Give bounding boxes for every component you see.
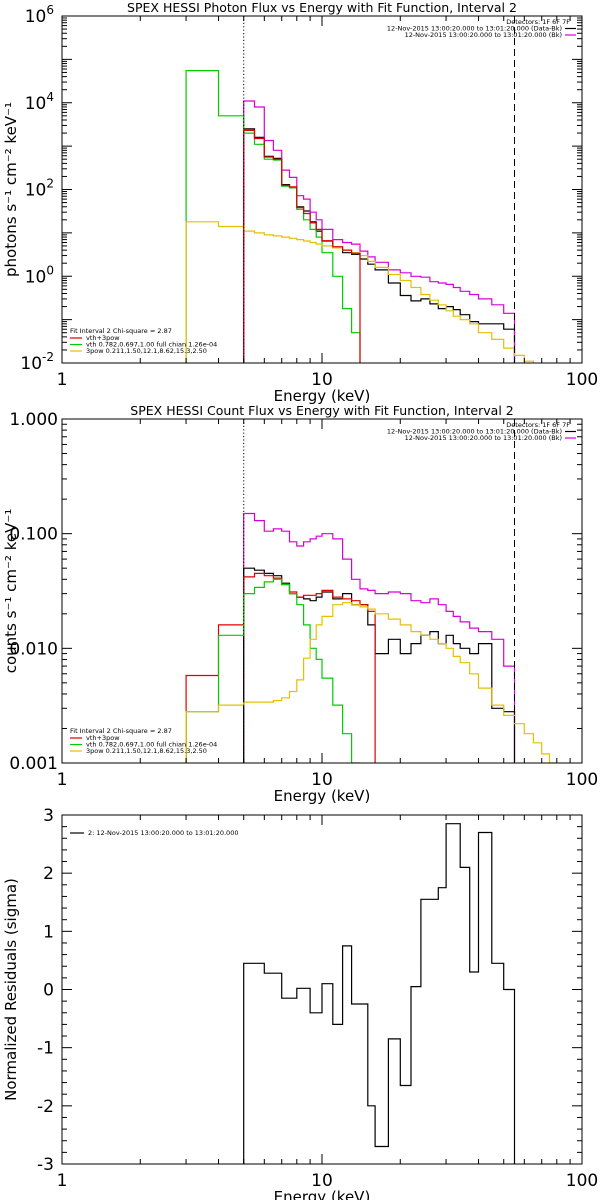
panel2-y-tick-label: 1.000 [9, 410, 58, 430]
panel3-x-tick-label: 10 [311, 1171, 333, 1191]
panel3-legend-label: 2: 12-Nov-2015 13:00:20.000 to 13:01:20.… [88, 829, 238, 837]
panel1-y-tick-label: 10-2 [20, 350, 54, 374]
panel2-plot [61, 418, 583, 764]
panel3-y-axis-label: Normalized Residuals (sigma) [2, 878, 20, 1101]
panel1-y-tick-label: 106 [25, 3, 54, 27]
panel2-series-3-line [185, 572, 376, 763]
panel1-y-tick-label: 102 [25, 177, 54, 201]
panel1-y-tick-label: 104 [25, 90, 54, 114]
panel1-plot [61, 15, 583, 364]
panel2-y-tick-label: 0.100 [9, 525, 58, 545]
panel2-x-tick-label: 100 [566, 770, 598, 790]
panel1-legend-top-line-1: Detectors: 1F 6F 7F [506, 18, 570, 26]
panel1-x-tick-label: 1 [57, 370, 68, 390]
panel1-fit-legend-header: Fit Interval 2 Chi-square = 2.87 [70, 327, 172, 335]
panel3-y-tick-label: 0 [43, 981, 54, 1001]
panel2-series-1-line [243, 512, 516, 763]
panel2-series-4-line [185, 578, 360, 763]
panel1-fit-legend-label-2: vth 0.782,0.697,1.00 full chian 1.26e-04 [86, 341, 217, 349]
panel2-x-axis-label: Energy (keV) [274, 787, 371, 805]
panel2-fit-legend-label-3: 3pow 0.211,1.50,12.1,8.62,15.3,2.50 [86, 747, 207, 755]
panel2-fit-legend-label-1: vth+3pow [86, 734, 120, 742]
panel3-x-axis-label: Energy (keV) [274, 1188, 371, 1200]
panel2-legend-top-line-1: Detectors: 1F 6F 7F [506, 421, 570, 429]
panel3-plot [61, 814, 583, 1165]
panel1-series-4-line [185, 221, 534, 363]
panel1-fit-legend-label-1: vth+3pow [86, 334, 120, 342]
panel1-y-tick-label: 100 [25, 263, 54, 287]
panel3-x-tick-label: 100 [566, 1171, 598, 1191]
panel1-title: SPEX HESSI Photon Flux vs Energy with Fi… [127, 0, 517, 15]
panel3-y-tick-label: 3 [43, 806, 54, 826]
panel1-x-tick-label: 10 [311, 370, 333, 390]
panel1-series-group [185, 70, 534, 363]
panel2-title: SPEX HESSI Count Flux vs Energy with Fit… [130, 403, 513, 418]
panel3-x-tick-label: 1 [57, 1171, 68, 1191]
panel1-series-3-line [185, 70, 361, 363]
panel3-y-tick-label: 1 [43, 922, 54, 942]
panel3-y-tick-label: -1 [37, 1039, 54, 1059]
panel3-series-1-line [243, 823, 516, 1164]
panel1-legend-top-line-3: 12-Nov-2015 13:00:20.000 to 13:01:20.000… [405, 31, 562, 39]
panel1-x-tick-label: 100 [566, 370, 598, 390]
panel1-fit-legend-label-3: 3pow 0.211,1.50,12.1,8.62,15.3,2.50 [86, 347, 207, 355]
panel2-x-tick-label: 10 [311, 770, 333, 790]
panel1-series-2-line [243, 100, 516, 363]
panel1-series-1-line [243, 128, 516, 363]
panel2-legend-top-line-3: 12-Nov-2015 13:00:20.000 to 13:01:20.000… [405, 434, 562, 442]
panel2-y-tick-label: 0.001 [9, 754, 58, 774]
panel2-legend-top-line-2: 12-Nov-2015 13:00:20.000 to 13:01:20.000… [387, 428, 562, 436]
panel1-y-axis-label: photons s⁻¹ cm⁻² keV⁻¹ [2, 102, 20, 277]
panel2-fit-legend-label-2: vth 0.782,0.697,1.00 full chian 1.26e-04 [86, 741, 217, 749]
panel3-y-tick-label: 2 [43, 864, 54, 884]
panel3-y-tick-label: -3 [37, 1155, 54, 1175]
panel1-legend-top-line-2: 12-Nov-2015 13:00:20.000 to 13:01:20.000… [387, 25, 562, 33]
panel2-x-tick-label: 1 [57, 770, 68, 790]
panel2-fit-legend-header: Fit Interval 2 Chi-square = 2.87 [70, 727, 172, 735]
panel3-y-tick-label: -2 [37, 1097, 54, 1117]
panel2-series-5-line [185, 602, 557, 763]
panel2-series-2-line [243, 567, 516, 763]
panel2-y-axis-label: counts s⁻¹ cm⁻² keV⁻¹ [2, 509, 20, 674]
panel2-y-tick-label: 0.010 [9, 639, 58, 659]
panel1-series-5-line [243, 129, 361, 363]
panel1-x-axis-label: Energy (keV) [274, 387, 371, 405]
panel3-series-group [243, 823, 516, 1164]
panel2-series-group [185, 512, 557, 763]
